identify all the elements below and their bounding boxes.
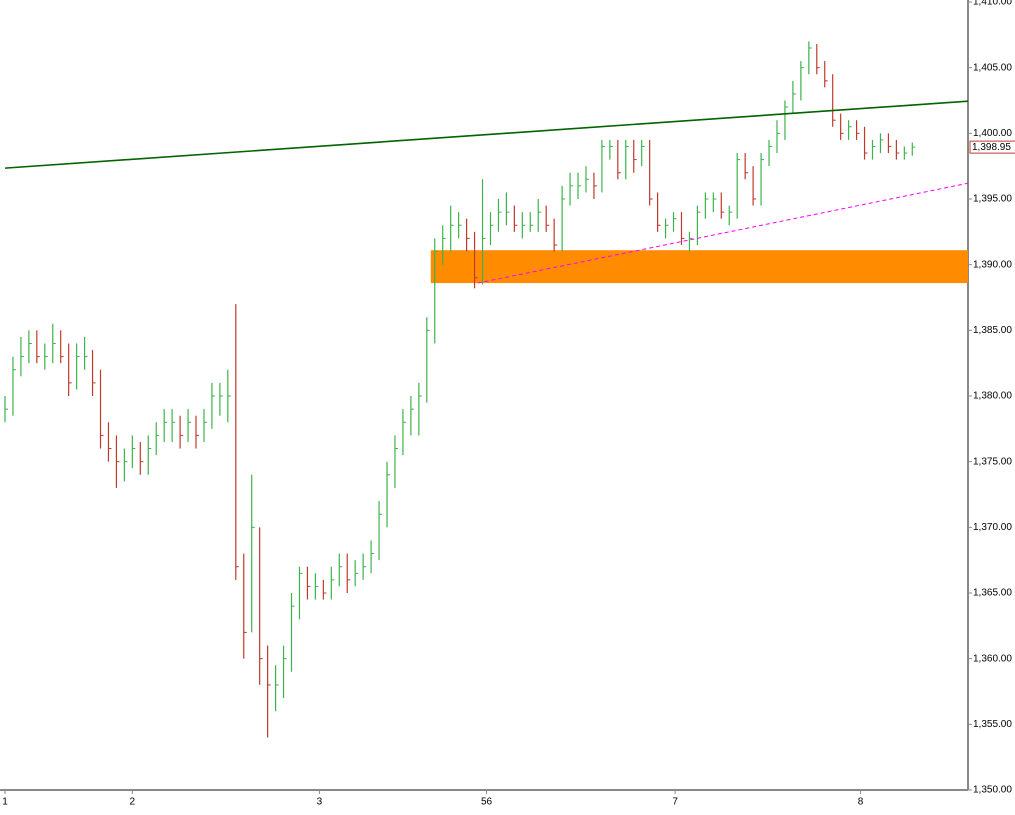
y-tick-label: 1,410.00	[973, 0, 1012, 8]
y-tick-label: 1,360.00	[973, 653, 1012, 664]
last-price-label: 1,398.95	[972, 142, 1011, 153]
zone	[430, 250, 968, 284]
y-tick-label: 1,395.00	[973, 194, 1012, 205]
y-tick-label: 1,375.00	[973, 456, 1012, 467]
y-tick-label: 1,355.00	[973, 719, 1012, 730]
y-tick-label: 1,350.00	[973, 785, 1012, 796]
y-tick-label: 1,370.00	[973, 522, 1012, 533]
trendline	[477, 182, 969, 284]
x-tick-label: 2	[130, 797, 136, 808]
x-tick-label: 8	[858, 797, 864, 808]
x-tick-label: 7	[672, 797, 678, 808]
trendline	[4, 100, 969, 169]
y-tick-label: 1,405.00	[973, 62, 1012, 73]
x-tick-label: 56	[481, 797, 493, 808]
y-tick-label: 1,380.00	[973, 391, 1012, 402]
x-tick-label: 1	[2, 797, 8, 808]
y-tick-label: 1,385.00	[973, 325, 1012, 336]
y-tick-label: 1,365.00	[973, 588, 1012, 599]
x-tick-label: 3	[317, 797, 323, 808]
y-tick-label: 1,390.00	[973, 259, 1012, 270]
y-tick-label: 1,400.00	[973, 128, 1012, 139]
last-price-box	[969, 140, 1015, 154]
